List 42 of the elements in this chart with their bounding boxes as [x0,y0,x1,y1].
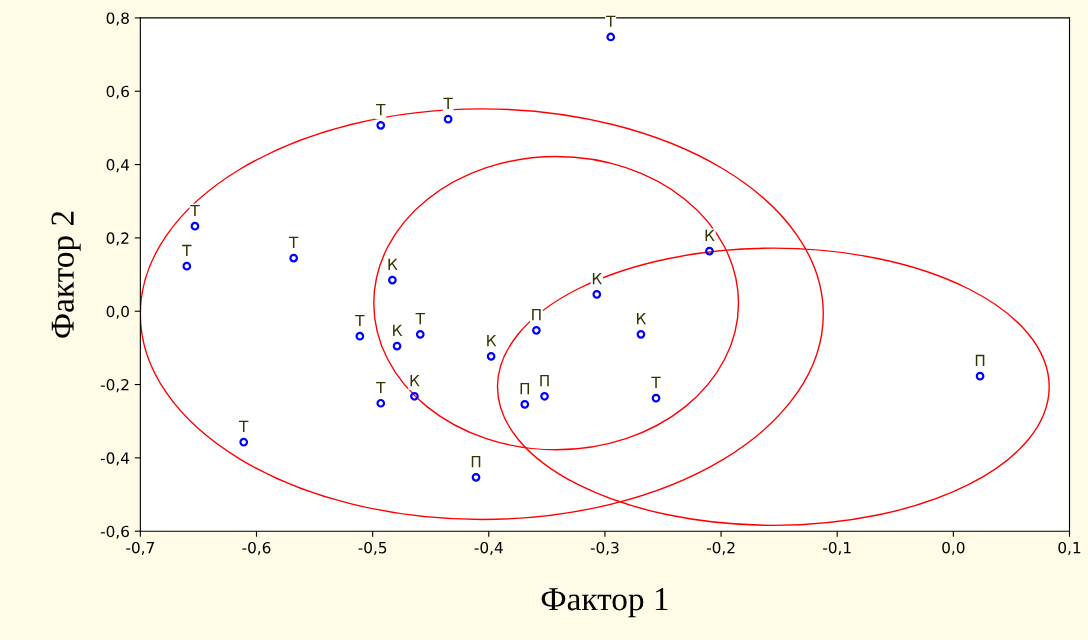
data-label: Т [651,376,661,388]
data-label: Т [288,236,299,248]
data-label: П [520,383,530,395]
data-label: Т [239,420,249,432]
x-axis-title: Фактор 1 [541,588,668,618]
y-tick-label: 0,4 [106,159,130,173]
data-label: Т [182,244,192,257]
data-label: П [975,354,985,366]
data-label: К [592,273,602,285]
y-tick-label: -0,4 [100,452,130,466]
data-label: Т [443,97,453,109]
data-label: П [532,309,541,321]
data-label: П [471,456,481,468]
data-label: К [637,313,647,325]
data-label: К [487,335,497,347]
data-label: Т [415,313,425,325]
y-tick-label: 0,2 [106,232,129,246]
y-tick-label: 0,8 [106,12,129,26]
data-label: Т [376,104,386,116]
x-tick-label: -0,6 [242,541,271,555]
x-tick-label: -0,2 [706,541,735,555]
data-label: Т [190,204,200,217]
x-tick-label: 0,1 [1058,541,1081,555]
y-tick-label: 0,6 [106,85,129,99]
data-label: Т [355,314,365,327]
x-tick-label: 0,0 [942,541,965,555]
data-label: К [393,324,403,336]
y-tick-label: -0,6 [100,525,129,539]
x-tick-label: -0,7 [126,541,154,555]
y-tick-label: -0,2 [100,379,129,393]
x-tick-label: -0,3 [590,541,619,555]
x-tick-label: -0,5 [358,541,387,555]
y-tick-label: 0,0 [106,305,129,319]
data-label: Т [606,15,616,27]
x-tick-label: -0,4 [474,541,503,555]
data-label: Т [376,381,386,394]
x-tick-label: -0,1 [823,541,851,555]
y-axis-title: Фактор 2 [51,211,81,338]
data-label: К [388,258,398,270]
data-label: К [410,375,420,387]
data-label: К [705,229,715,241]
data-label: П [540,375,549,387]
